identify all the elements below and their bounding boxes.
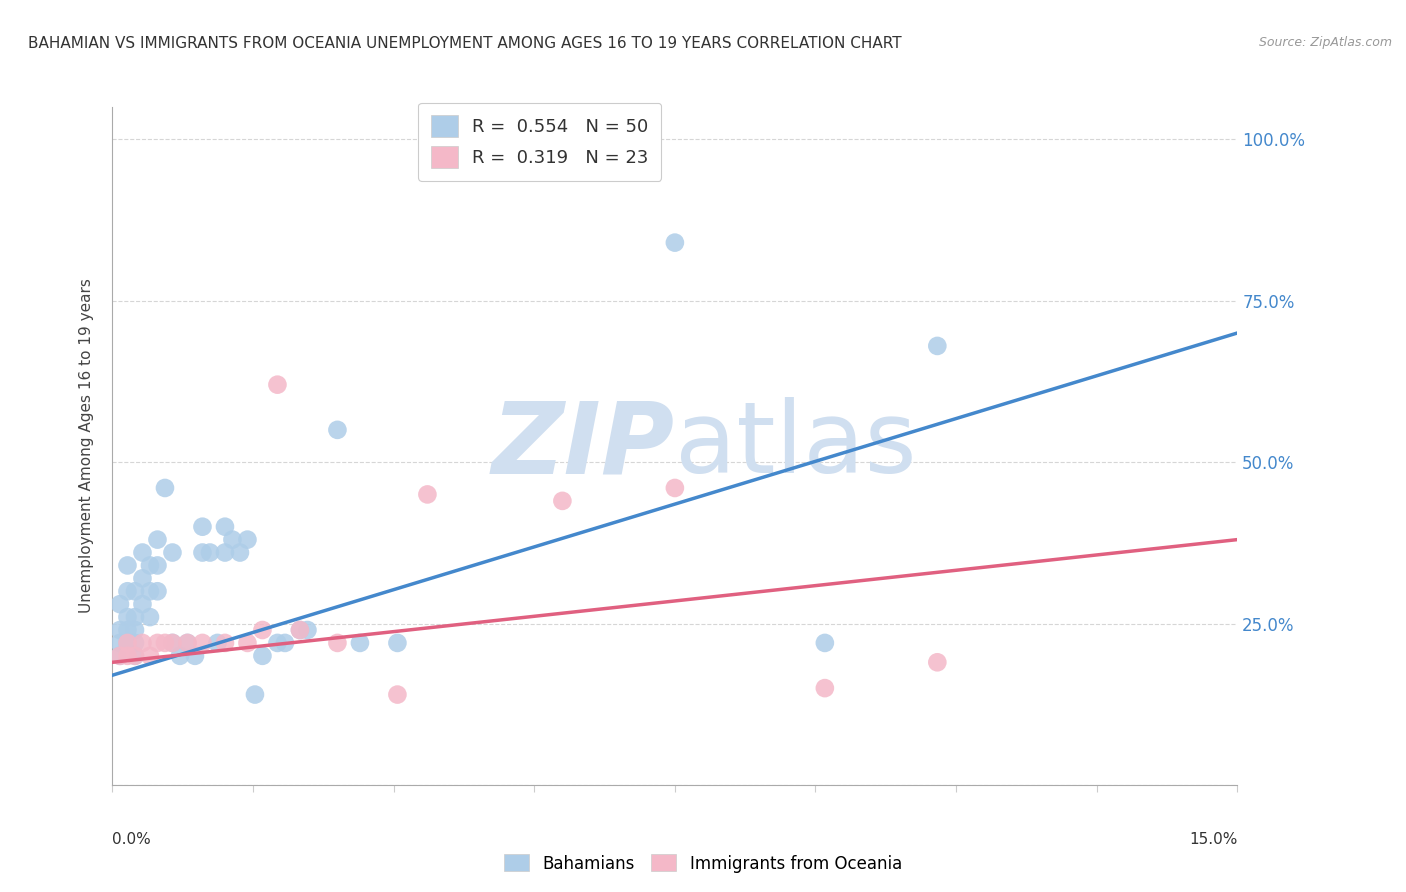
Point (387, 636, 409, 650)
Point (927, 655, 949, 669)
Point (131, 571, 153, 585)
Point (274, 636, 297, 650)
Point (139, 558, 162, 573)
Point (243, 688, 266, 702)
Point (326, 423, 349, 437)
Point (124, 610, 146, 624)
Point (198, 545, 221, 559)
Point (146, 636, 169, 650)
Point (814, 636, 837, 650)
Point (108, 597, 131, 611)
Point (117, 623, 139, 637)
Text: BAHAMIAN VS IMMIGRANTS FROM OCEANIA UNEMPLOYMENT AMONG AGES 16 TO 19 YEARS CORRE: BAHAMIAN VS IMMIGRANTS FROM OCEANIA UNEM… (28, 36, 901, 51)
Point (117, 610, 139, 624)
Point (124, 648, 146, 663)
Point (162, 545, 184, 559)
Point (117, 584, 139, 599)
Point (814, 681, 837, 695)
Point (108, 648, 131, 663)
Point (252, 648, 274, 663)
Point (139, 648, 162, 663)
Point (214, 636, 236, 650)
Point (108, 623, 131, 637)
Point (162, 636, 184, 650)
Legend: R =  0.554   N = 50, R =  0.319   N = 23: R = 0.554 N = 50, R = 0.319 N = 23 (419, 103, 661, 181)
Text: Source: ZipAtlas.com: Source: ZipAtlas.com (1258, 36, 1392, 49)
Point (214, 519, 236, 533)
Point (139, 610, 162, 624)
Point (266, 636, 288, 650)
Point (326, 636, 349, 650)
Point (131, 636, 153, 650)
Point (221, 533, 243, 547)
Legend: Bahamians, Immigrants from Oceania: Bahamians, Immigrants from Oceania (498, 847, 908, 880)
Point (551, 494, 574, 508)
Point (236, 533, 259, 547)
Point (176, 636, 198, 650)
Point (108, 648, 131, 663)
Point (124, 623, 146, 637)
Point (191, 545, 214, 559)
Point (176, 636, 198, 650)
Point (146, 584, 169, 599)
Point (139, 584, 162, 599)
Point (117, 558, 139, 573)
Point (664, 235, 686, 250)
Point (349, 636, 371, 650)
Point (153, 481, 176, 495)
Point (288, 623, 311, 637)
Point (124, 648, 146, 663)
Point (124, 584, 146, 599)
Point (927, 339, 949, 353)
Text: ZIP: ZIP (492, 398, 675, 494)
Text: 0.0%: 0.0% (112, 832, 152, 847)
Point (117, 648, 139, 663)
Point (146, 558, 169, 573)
Y-axis label: Unemployment Among Ages 16 to 19 years: Unemployment Among Ages 16 to 19 years (79, 278, 94, 614)
Point (117, 636, 139, 650)
Point (108, 636, 131, 650)
Point (153, 636, 176, 650)
Point (266, 377, 288, 392)
Point (169, 648, 191, 663)
Point (146, 533, 169, 547)
Point (297, 623, 319, 637)
Text: 15.0%: 15.0% (1189, 832, 1237, 847)
Point (252, 623, 274, 637)
Point (229, 545, 252, 559)
Point (214, 545, 236, 559)
Text: atlas: atlas (675, 398, 917, 494)
Point (184, 648, 207, 663)
Point (191, 636, 214, 650)
Point (387, 688, 409, 702)
Point (236, 636, 259, 650)
Point (131, 545, 153, 559)
Point (131, 597, 153, 611)
Point (124, 636, 146, 650)
Point (162, 636, 184, 650)
Point (191, 519, 214, 533)
Point (207, 636, 229, 650)
Point (416, 487, 439, 501)
Point (664, 481, 686, 495)
Point (117, 636, 139, 650)
Point (288, 623, 311, 637)
